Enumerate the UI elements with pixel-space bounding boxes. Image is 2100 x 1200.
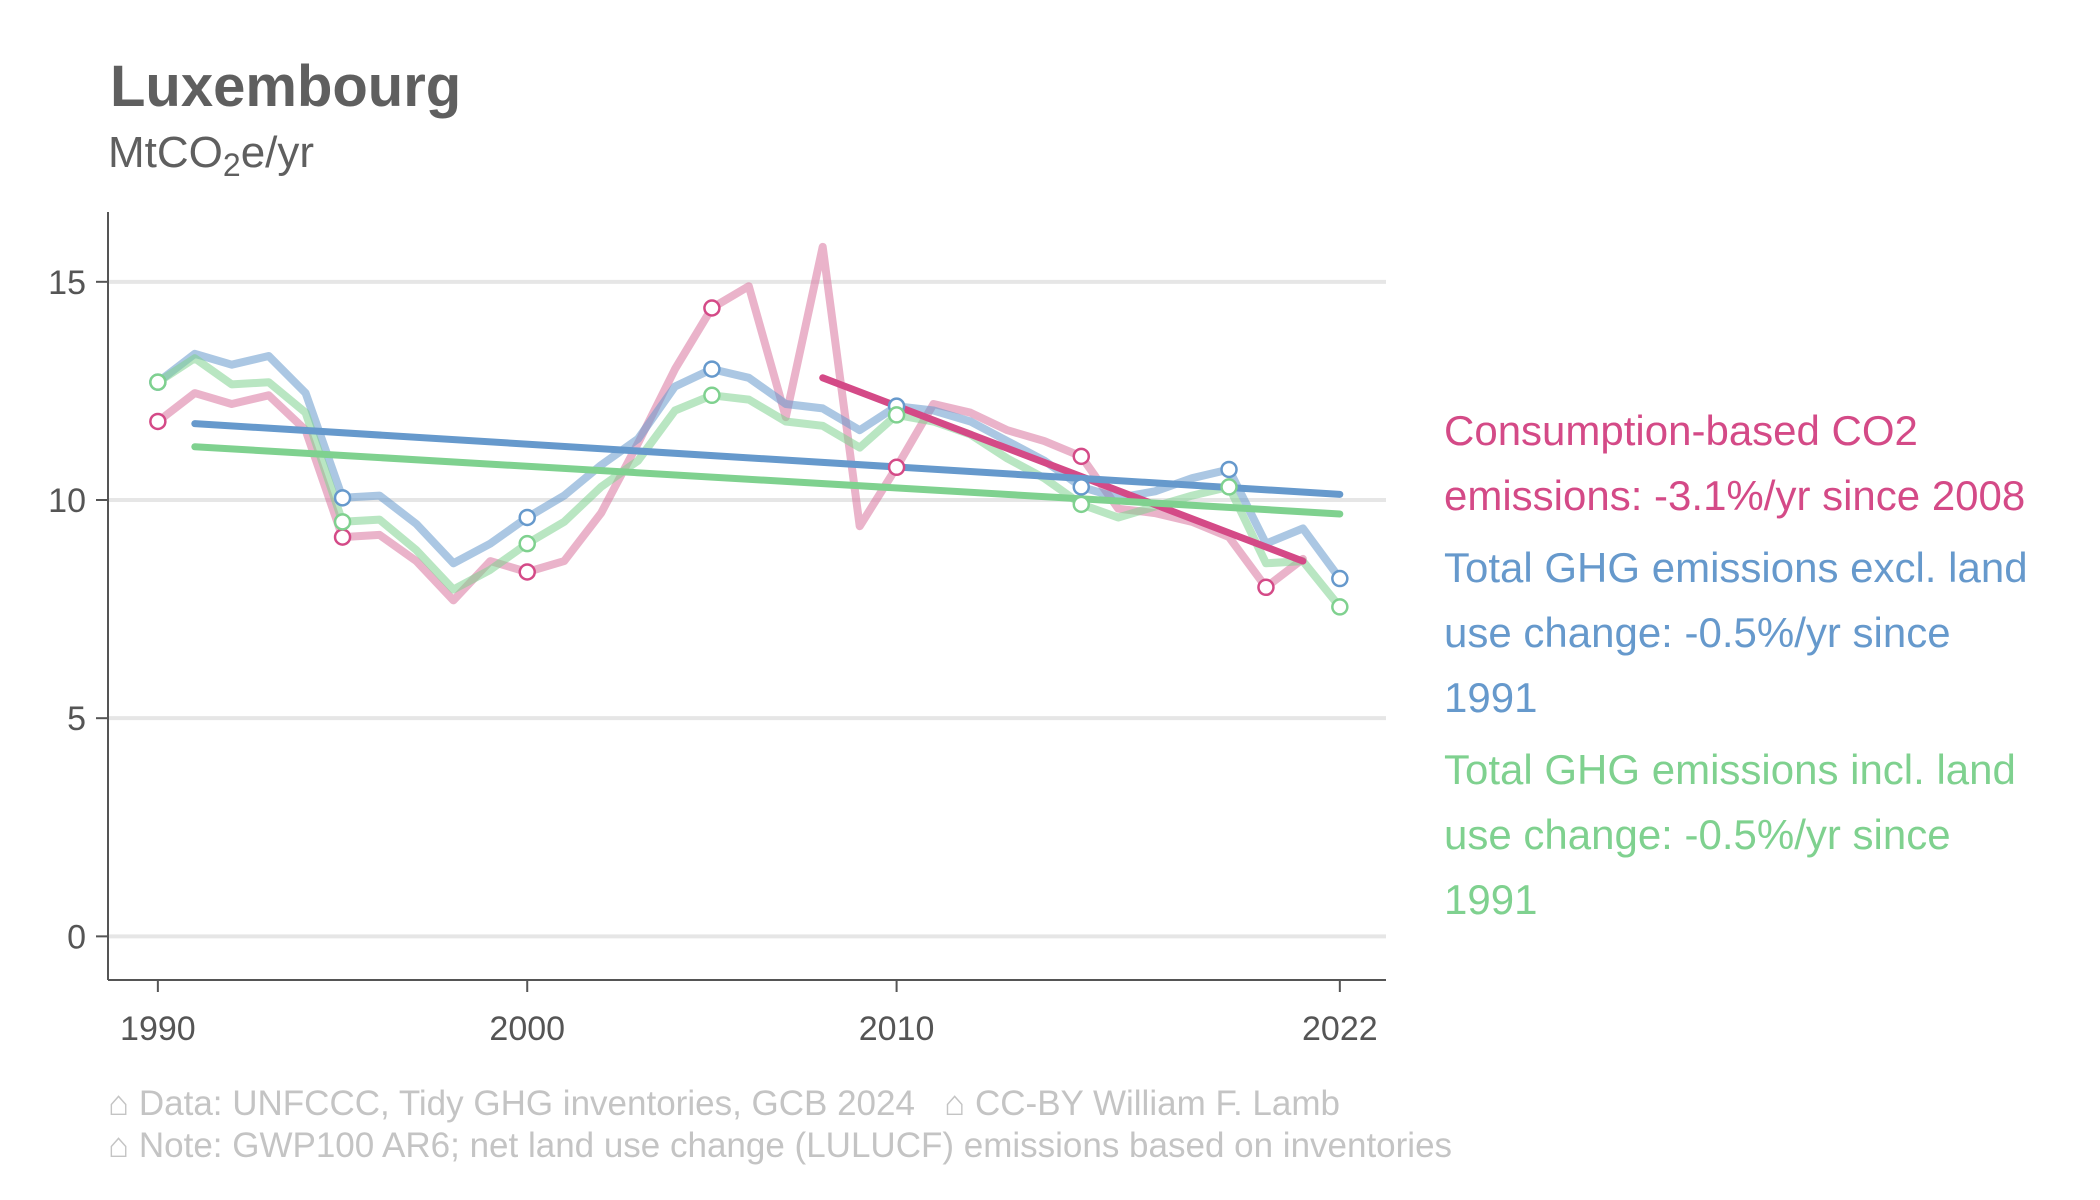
legend-text-excl: 1991	[1444, 674, 1537, 721]
subtitle-subscript: 2	[223, 147, 241, 183]
x-tick-label: 1990	[120, 1010, 196, 1048]
chart-subtitle: MtCO2e/yr	[108, 128, 314, 183]
legend-text-cons: emissions: -3.1%/yr since 2008	[1444, 472, 2025, 519]
point-excl-2005	[703, 360, 721, 378]
caption-note: ⌂ Note: GWP100 AR6; net land use change …	[108, 1126, 1452, 1165]
subtitle-prefix: MtCO	[108, 128, 223, 177]
point-cons-2005	[703, 299, 721, 317]
y-tick-label: 0	[67, 918, 86, 956]
x-tick-label: 2022	[1302, 1010, 1378, 1048]
series-line-cons	[153, 242, 1307, 605]
point-incl-2000	[518, 534, 536, 553]
point-cons-2020	[1257, 578, 1275, 597]
point-cons-2010	[887, 458, 906, 477]
series	[153, 242, 1344, 611]
point-excl-2015	[1072, 478, 1091, 496]
trend-line-excl	[191, 420, 1344, 498]
subtitle-suffix: e/yr	[241, 128, 314, 177]
caption-data-source: ⌂ Data: UNFCCC, Tidy GHG inventories, GC…	[108, 1084, 1340, 1123]
legend-text-incl: use change: -0.5%/yr since	[1444, 811, 1951, 858]
point-cons-1990	[149, 412, 167, 431]
legend-text-cons: Consumption-based CO2	[1444, 407, 1918, 454]
trend-line-incl	[191, 443, 1344, 518]
x-tick-label: 2000	[489, 1010, 565, 1048]
point-cons-2015	[1072, 447, 1091, 466]
point-excl-2019	[1220, 460, 1238, 479]
point-incl-1990	[149, 373, 167, 391]
legend-text-incl: Total GHG emissions incl. land	[1444, 746, 2016, 793]
axes	[107, 212, 1386, 981]
point-incl-2015	[1072, 495, 1091, 514]
point-excl-2022	[1331, 569, 1349, 588]
legend-text-excl: Total GHG emissions excl. land	[1444, 544, 2028, 591]
markers	[149, 299, 1349, 616]
series-line-incl	[153, 354, 1344, 611]
point-excl-1995	[333, 489, 352, 507]
y-tick-label: 15	[48, 264, 86, 302]
y-tick-label: 5	[67, 700, 86, 738]
legend-text-excl: use change: -0.5%/yr since	[1444, 609, 1951, 656]
grid	[108, 279, 1386, 939]
point-incl-2010	[887, 406, 906, 424]
y-tick-label: 10	[48, 482, 86, 520]
point-cons-1995	[333, 528, 352, 546]
chart-title: Luxembourg	[110, 54, 461, 119]
x-tick-label: 2010	[859, 1010, 935, 1048]
legend-text-incl: 1991	[1444, 876, 1537, 923]
x-ticks: 1990 2000 2010 2022	[120, 980, 1378, 1048]
point-cons-2000	[518, 563, 536, 581]
legend: Consumption-based CO2 emissions: -3.1%/yr…	[1444, 407, 2028, 923]
y-ticks: 0 5 10 15	[48, 264, 108, 956]
series-line-excl	[153, 349, 1344, 583]
point-incl-2019	[1220, 478, 1238, 496]
point-excl-2000	[518, 508, 536, 527]
point-incl-1995	[333, 513, 352, 531]
point-incl-2005	[703, 386, 721, 405]
point-incl-2022	[1331, 598, 1349, 616]
